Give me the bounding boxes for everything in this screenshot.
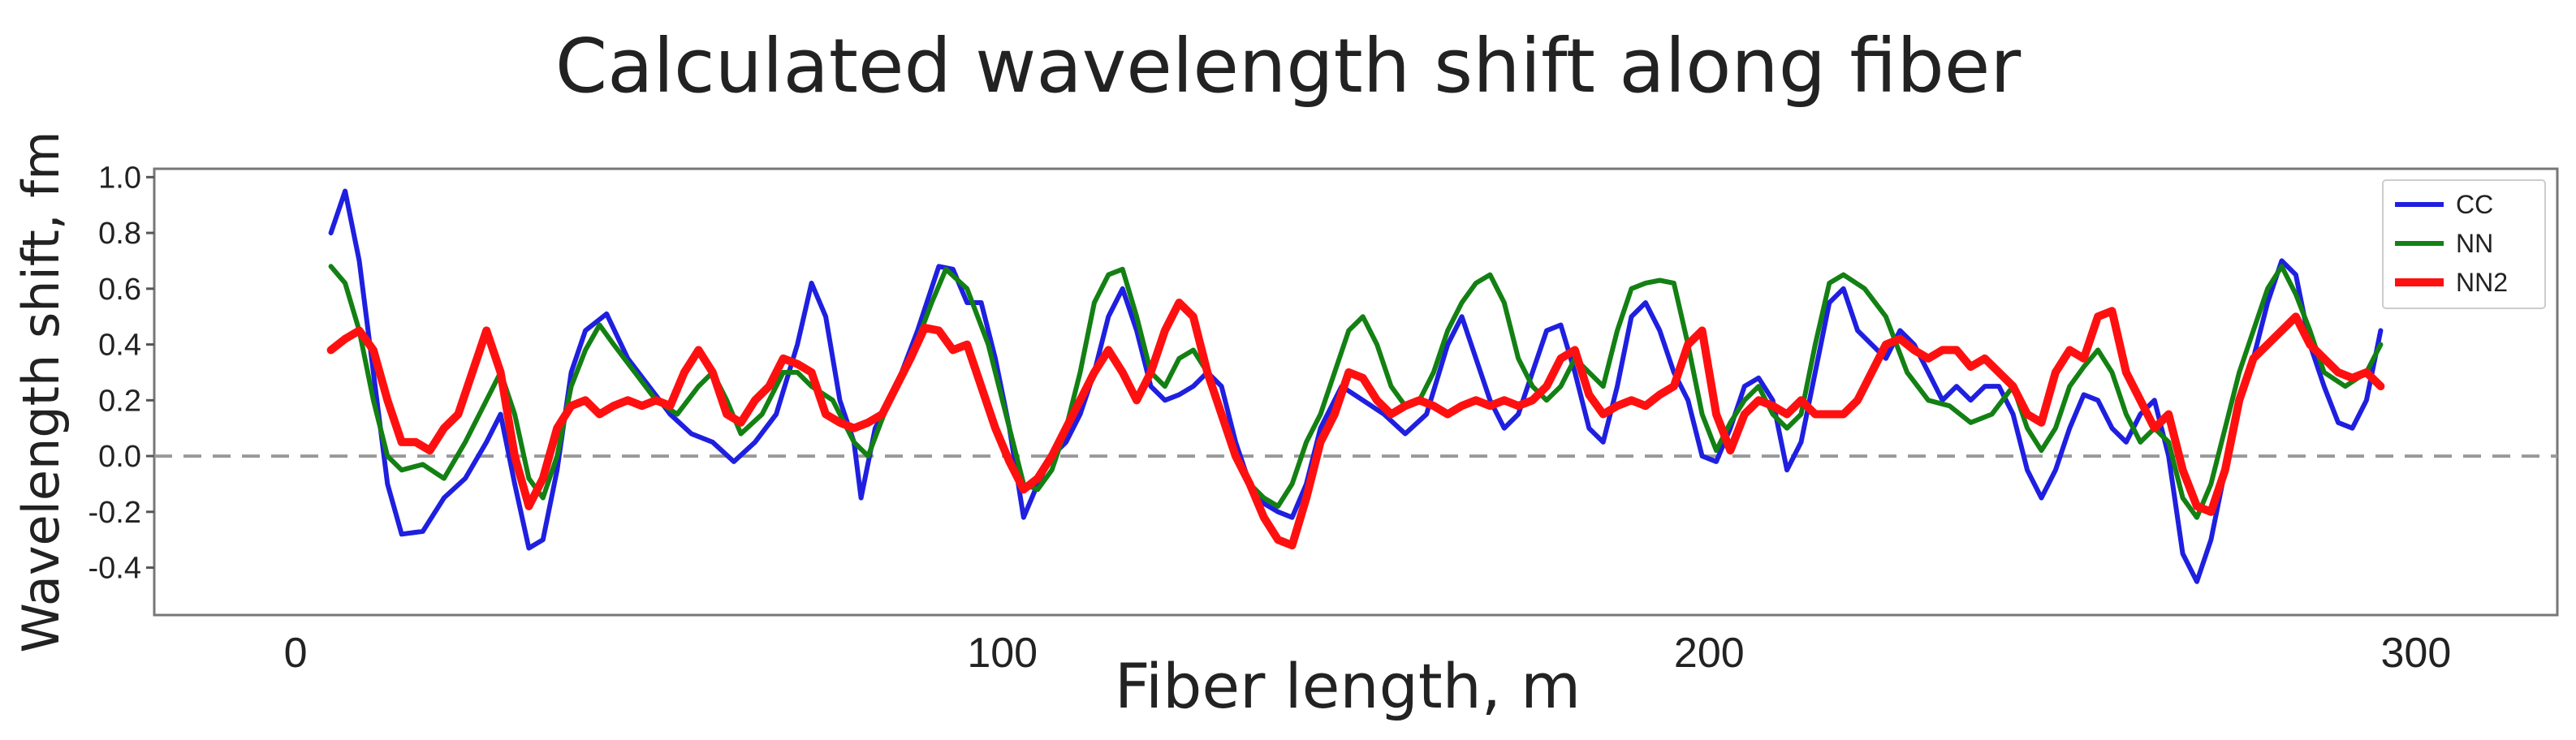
y-tick-label: 0.6 (98, 273, 141, 307)
x-tick-label: 200 (1674, 630, 1745, 677)
legend-items: CC NN NN2 (2395, 190, 2508, 297)
series-line-nn (328, 264, 2384, 520)
plot-frame (153, 167, 2559, 617)
legend-label-nn2: NN2 (2456, 268, 2508, 297)
y-axis-label: Wavelength shift, fm (11, 131, 71, 652)
x-axis-ticks: 0 100 200 300 (284, 630, 2452, 677)
x-axis-label: Fiber length, m (1115, 650, 1581, 722)
y-tick-label: 1.0 (98, 161, 141, 195)
y-tick-label: -0.4 (88, 552, 141, 586)
y-tick-label: 0.0 (98, 440, 141, 474)
legend: CC NN NN2 (2382, 179, 2546, 309)
legend-box (2382, 179, 2546, 309)
x-tick-label: 0 (284, 630, 308, 677)
y-tick-label: 0.4 (98, 329, 141, 363)
x-tick-label: 100 (967, 630, 1038, 677)
legend-label-cc: CC (2456, 190, 2493, 219)
x-tick-label: 300 (2380, 630, 2451, 677)
series-line-cc (328, 188, 2384, 584)
y-tick-label: 0.8 (98, 217, 141, 251)
y-axis-ticks: 1.0 0.8 0.6 0.4 0.2 0.0 -0.2 -0.4 (88, 161, 154, 586)
series-line-nn2 (326, 299, 2385, 550)
y-tick-label: 0.2 (98, 384, 141, 418)
legend-label-nn: NN (2456, 229, 2493, 258)
chart-title: Calculated wavelength shift along fiber (554, 23, 2022, 110)
series-group (326, 188, 2385, 584)
y-tick-label: -0.2 (88, 496, 141, 530)
